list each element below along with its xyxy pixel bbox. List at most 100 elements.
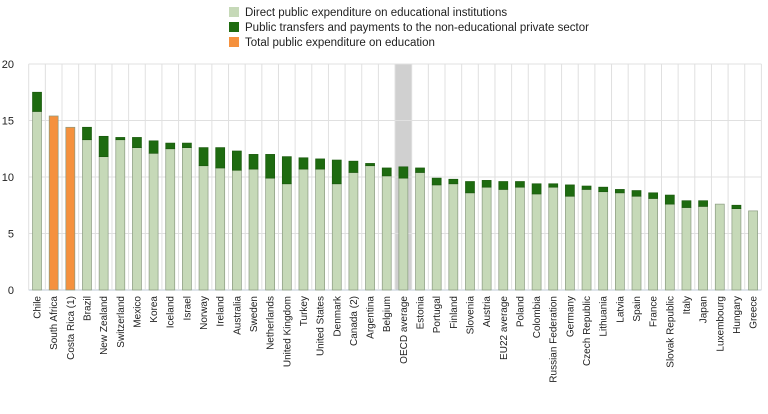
bar-transfers (631, 190, 642, 197)
x-tick-label: Slovak Republic (665, 296, 676, 368)
x-tick-label: Australia (232, 296, 243, 335)
bar-transfers (115, 137, 126, 141)
bar-transfers (648, 192, 659, 199)
bar-transfers (215, 147, 226, 169)
x-tick-label: OECD average (399, 296, 410, 364)
bar-transfers (98, 135, 109, 158)
y-tick-label: 20 (2, 59, 14, 71)
bar-transfers (531, 183, 542, 195)
bar-total (48, 115, 59, 291)
x-tick-label: New Zealand (99, 296, 110, 355)
bar-transfers (698, 200, 708, 207)
bar-direct (598, 191, 609, 291)
y-tick-label: 15 (2, 116, 14, 128)
x-tick-label: Israel (182, 296, 193, 320)
bar-transfers (398, 166, 409, 179)
bar-direct (248, 168, 259, 291)
bar-direct (182, 147, 192, 291)
bar-direct (331, 183, 342, 291)
bar-transfers (615, 189, 625, 194)
bar-direct (581, 189, 592, 291)
bar-transfers (281, 156, 292, 185)
bar-direct (748, 210, 758, 291)
x-tick-label: Italy (682, 296, 693, 314)
bar-transfers (681, 200, 692, 208)
bar-transfers (548, 183, 559, 188)
x-tick-label: South Africa (49, 296, 60, 350)
legend-label: Direct public expenditure on educational… (245, 7, 507, 19)
x-tick-label: Spain (632, 296, 643, 322)
x-tick-label: United States (316, 296, 327, 356)
bar-transfers (664, 194, 675, 205)
x-tick-label: EU22 average (499, 296, 510, 360)
bar-direct (448, 183, 459, 291)
legend: Direct public expenditure on educational… (229, 7, 589, 49)
bar-transfers (565, 184, 575, 197)
bar-direct (681, 207, 692, 291)
x-tick-label: Czech Republic (582, 296, 593, 366)
bar-transfers (182, 142, 192, 148)
x-tick-label: Japan (699, 296, 710, 323)
x-tick-label: Russian Federation (549, 296, 560, 383)
bar-transfers (731, 204, 742, 209)
x-tick-label: Sweden (249, 296, 260, 332)
bar-direct (32, 111, 42, 291)
bar-transfers (265, 154, 276, 179)
bar-direct (281, 183, 292, 291)
x-tick-label: France (649, 296, 660, 328)
bar-transfers (465, 181, 475, 194)
bar-direct (98, 156, 109, 291)
bar-transfers (498, 181, 509, 190)
x-tick-label: Slovenia (465, 296, 476, 335)
bar-direct (631, 195, 642, 291)
bars (32, 91, 758, 291)
bar-direct (431, 184, 442, 291)
bar-transfers (581, 185, 592, 190)
bar-direct (481, 186, 492, 291)
bar-direct (731, 208, 742, 291)
x-tick-label: Korea (149, 296, 160, 323)
bar-total (65, 126, 76, 291)
bar-transfers (515, 181, 525, 188)
bar-direct (714, 203, 725, 291)
bar-direct (115, 139, 126, 291)
bar-direct (565, 195, 575, 291)
bar-direct (298, 168, 309, 291)
x-tick-label: Turkey (299, 296, 310, 326)
x-tick-label: Hungary (732, 296, 743, 334)
x-tick-label: Greece (749, 296, 760, 329)
bar-transfers (148, 140, 159, 154)
x-tick-label: Austria (482, 296, 493, 328)
x-tick-label: United Kingdom (282, 296, 293, 367)
bar-transfers (248, 154, 259, 170)
bar-direct (648, 198, 659, 291)
bar-direct (615, 192, 625, 291)
bar-direct (398, 177, 409, 291)
legend-label: Total public expenditure on education (245, 37, 435, 49)
bar-transfers (298, 157, 309, 170)
bar-direct (215, 167, 226, 291)
bar-transfers (448, 178, 459, 185)
bar-direct (348, 172, 359, 291)
bar-direct (664, 203, 675, 291)
y-axis: 0 5 10 15 20 (2, 59, 14, 297)
x-axis: Chile South Africa Costa Rica (1) Brazil New… (33, 295, 760, 383)
bar-transfers (381, 167, 392, 177)
bar-transfers (415, 167, 425, 173)
bar-direct (531, 193, 542, 291)
y-tick-label: 10 (2, 172, 14, 184)
bar-direct (148, 152, 159, 291)
y-tick-label: 5 (8, 229, 14, 241)
bar-transfers (331, 159, 342, 185)
bar-direct (132, 147, 142, 291)
legend-label: Public transfers and payments to the non… (245, 22, 589, 34)
bar-transfers (598, 186, 609, 193)
x-tick-label: Finland (449, 296, 460, 329)
bar-direct (465, 192, 475, 291)
bar-transfers (315, 158, 325, 170)
legend-swatch (229, 37, 239, 47)
y-tick-label: 0 (8, 285, 14, 297)
x-tick-label: Mexico (132, 296, 143, 328)
x-tick-label: Canada (2) (349, 296, 360, 346)
x-tick-label: Belgium (382, 296, 393, 332)
